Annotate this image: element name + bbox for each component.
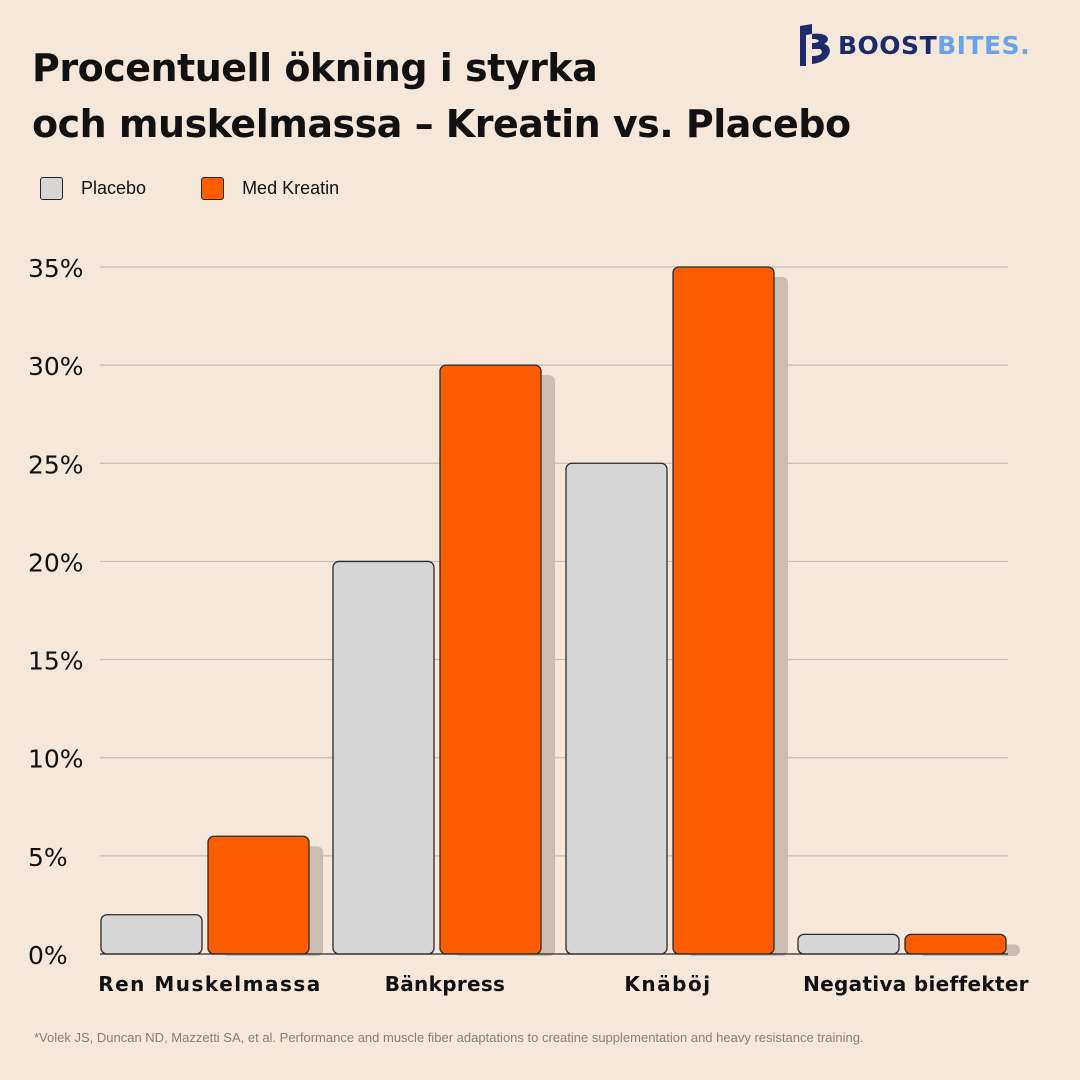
legend-item-kreatin: Med Kreatin [201,177,339,200]
chart-title-line-1: Procentuell ökning i styrka [32,46,598,90]
bar-placebo [565,462,668,955]
brand-name: BOOSTBITES. [838,31,1030,60]
b-logo-icon [800,24,830,66]
brand-logo: BOOSTBITES. [798,22,1030,68]
y-tick-label: 10% [28,745,84,774]
legend-item-placebo: Placebo [40,177,146,200]
x-category-label: Negativa bieffekter [803,972,1029,996]
bar-kreatin [904,933,1007,955]
brand-name-part2: BITES. [937,30,1031,60]
y-tick-label: 5% [28,843,68,872]
footnote: *Volek JS, Duncan ND, Mazzetti SA, et al… [34,1030,864,1045]
y-tick-label: 30% [28,352,84,381]
x-category-label: Bänkpress [385,972,506,996]
legend-label-kreatin: Med Kreatin [242,178,340,198]
y-tick-label: 25% [28,450,84,479]
chart-title-line-2: och muskelmassa – Kreatin vs. Placebo [32,102,851,146]
y-tick-label: 20% [28,548,84,577]
bar-placebo [332,560,435,955]
chart-title: Procentuell ökning i styrka och muskelma… [32,40,851,152]
legend-label-placebo: Placebo [81,178,147,198]
y-tick-label: 0% [28,941,68,970]
bar-placebo [100,914,203,955]
bar-kreatin [207,835,310,955]
legend-swatch-kreatin [201,177,225,200]
y-tick-label: 15% [28,647,84,676]
legend: Placebo Med Kreatin [40,177,394,200]
brand-name-part1: BOOST [838,30,938,60]
bar-placebo [797,933,900,955]
bar-kreatin [672,266,775,955]
x-category-label: Ren Muskelmassa [98,972,322,996]
x-category-label: Knäböj [624,972,711,996]
legend-swatch-placebo [40,177,63,200]
y-tick-label: 35% [28,254,84,283]
bar-kreatin [439,364,542,955]
